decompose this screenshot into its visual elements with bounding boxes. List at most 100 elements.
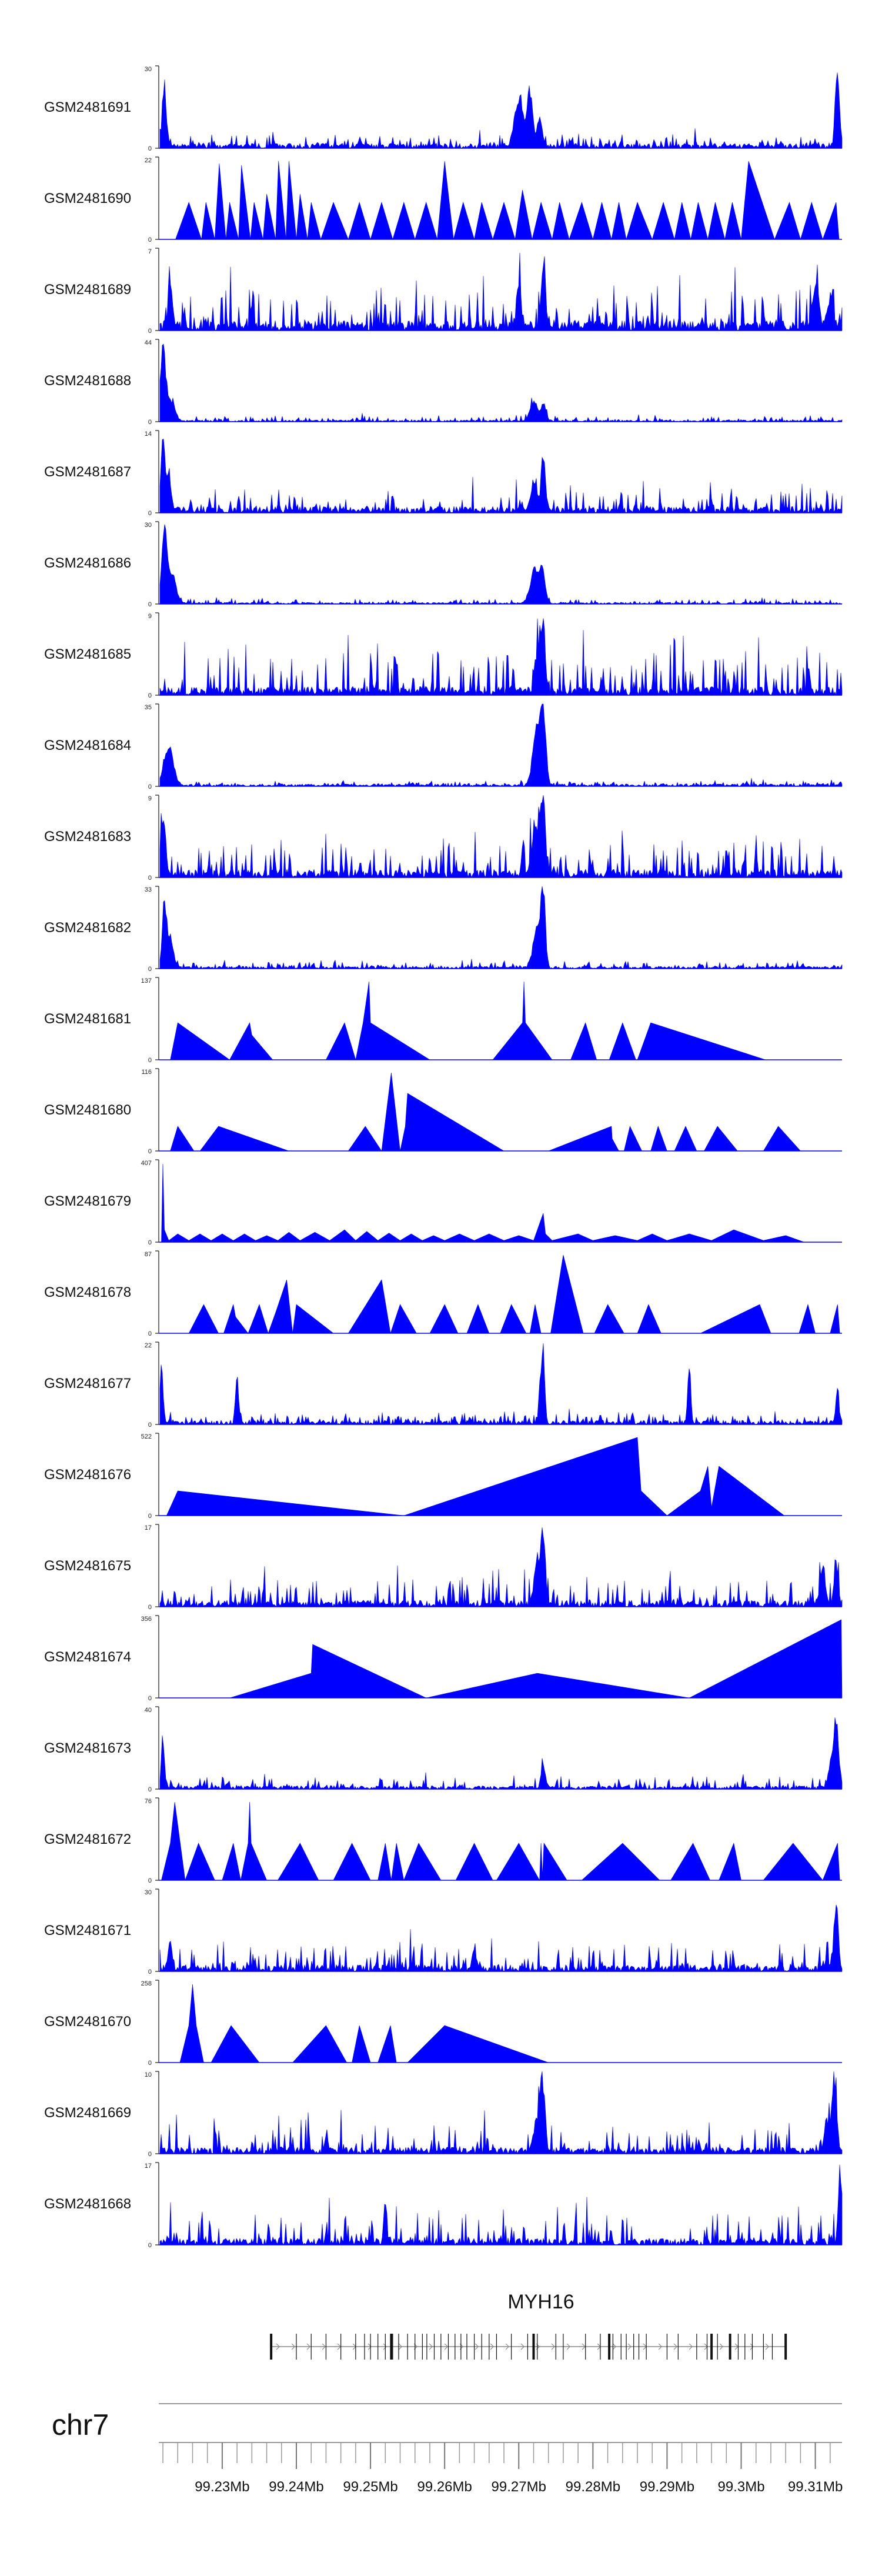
y-zero-label: 0 <box>148 783 152 790</box>
track-label: GSM2481684 <box>44 738 131 753</box>
track-label: GSM2481689 <box>44 282 131 298</box>
strand-arrow <box>765 2343 769 2350</box>
signal-area <box>159 1527 843 1608</box>
track-GSM2481680: GSM2481680 116 0 <box>44 1068 842 1155</box>
strand-arrow <box>291 2343 295 2350</box>
y-max-label: 76 <box>145 1798 152 1805</box>
track-GSM2481681: GSM2481681 137 0 <box>44 977 842 1064</box>
track-label: GSM2481676 <box>44 1467 131 1483</box>
track-label: GSM2481691 <box>44 99 131 115</box>
y-max-label: 33 <box>145 886 152 893</box>
track-GSM2481683: GSM2481683 9 0 <box>44 795 843 882</box>
signal-area <box>159 1904 843 1972</box>
axis-tick-label: 99.24Mb <box>269 2479 323 2495</box>
signal-area <box>159 524 843 605</box>
axis-tick-label: 99.27Mb <box>492 2479 546 2495</box>
signal-area <box>159 703 843 787</box>
track-GSM2481689: GSM2481689 7 0 <box>44 248 843 335</box>
y-zero-label: 0 <box>148 236 152 243</box>
track-label: GSM2481672 <box>44 1831 131 1847</box>
y-zero-label: 0 <box>148 1968 152 1976</box>
track-label: GSM2481671 <box>44 1923 131 1938</box>
track-label: GSM2481673 <box>44 1740 131 1756</box>
y-zero-label: 0 <box>148 328 152 335</box>
track-GSM2481673: GSM2481673 40 0 <box>44 1706 843 1793</box>
exon-block <box>710 2334 713 2360</box>
y-zero-label: 0 <box>148 1695 152 1702</box>
y-max-label: 7 <box>148 248 152 255</box>
strand-arrow <box>704 2343 708 2350</box>
signal-area <box>161 1163 804 1243</box>
chromosome-label: chr7 <box>52 2408 109 2441</box>
signal-area <box>188 1254 840 1334</box>
axis-tick-label: 99.31Mb <box>788 2479 843 2495</box>
y-max-label: 87 <box>145 1251 152 1258</box>
strand-arrow <box>612 2343 616 2350</box>
track-GSM2481675: GSM2481675 17 0 <box>44 1524 843 1611</box>
exon-block <box>390 2334 393 2360</box>
y-zero-label: 0 <box>148 1330 152 1337</box>
genome-axis-track: chr7 99.23Mb 99.24Mb 99.25Mb 99.26Mb 99.27Mb… <box>52 2403 843 2495</box>
track-GSM2481682: GSM2481682 33 0 <box>44 886 843 973</box>
strand-arrow <box>444 2343 448 2350</box>
y-zero-label: 0 <box>148 1877 152 1884</box>
y-zero-label: 0 <box>148 419 152 426</box>
signal-area <box>170 981 766 1060</box>
y-zero-label: 0 <box>148 2151 152 2158</box>
exon-block <box>270 2334 273 2360</box>
axis-tick-label: 99.25Mb <box>343 2479 397 2495</box>
y-zero-label: 0 <box>148 2060 152 2067</box>
strand-arrow <box>520 2343 524 2350</box>
strand-arrow <box>429 2343 433 2350</box>
track-GSM2481691: GSM2481691 30 0 <box>44 65 843 152</box>
strand-arrow <box>673 2343 677 2350</box>
track-label: GSM2481678 <box>44 1284 131 1300</box>
signal-area <box>166 1437 785 1516</box>
y-max-label: 30 <box>145 1889 152 1896</box>
signal-area <box>159 1717 843 1790</box>
track-label: GSM2481681 <box>44 1011 131 1027</box>
strand-arrow <box>658 2343 662 2350</box>
track-label: GSM2481674 <box>44 1649 131 1665</box>
track-GSM2481669: GSM2481669 10 0 <box>44 2071 843 2158</box>
track-label: GSM2481683 <box>44 829 131 845</box>
track-GSM2481684: GSM2481684 35 0 <box>44 703 843 790</box>
y-zero-label: 0 <box>148 692 152 699</box>
axis-tick-label: 99.28Mb <box>566 2479 620 2495</box>
track-GSM2481685: GSM2481685 9 0 <box>44 612 843 699</box>
signal-area <box>159 252 843 332</box>
strand-arrow <box>582 2343 586 2350</box>
signal-area <box>179 1984 549 2063</box>
y-max-label: 116 <box>141 1069 152 1076</box>
track-GSM2481668: GSM2481668 17 0 <box>44 2162 843 2249</box>
y-max-label: 258 <box>141 1980 152 1987</box>
track-GSM2481690: GSM2481690 22 0 <box>44 156 842 243</box>
y-zero-label: 0 <box>148 1422 152 1429</box>
track-label: GSM2481680 <box>44 1102 131 1118</box>
y-max-label: 522 <box>141 1433 152 1440</box>
signal-area <box>229 1619 843 1699</box>
y-zero-label: 0 <box>148 601 152 608</box>
y-zero-label: 0 <box>148 1786 152 1793</box>
track-label: GSM2481690 <box>44 191 131 206</box>
track-GSM2481674: GSM2481674 356 0 <box>44 1615 843 1702</box>
axis-tick-label: 99.3Mb <box>717 2479 764 2495</box>
signal-area <box>170 1072 801 1152</box>
track-GSM2481679: GSM2481679 407 0 <box>44 1159 842 1246</box>
y-max-label: 10 <box>145 2071 152 2078</box>
track-label: GSM2481686 <box>44 555 131 571</box>
signal-area <box>159 439 843 513</box>
y-zero-label: 0 <box>148 1604 152 1611</box>
strand-arrow <box>719 2343 723 2350</box>
y-max-label: 9 <box>148 613 152 620</box>
y-zero-label: 0 <box>148 1057 152 1064</box>
strand-arrow <box>383 2343 387 2350</box>
signal-area <box>175 161 840 241</box>
track-label: GSM2481668 <box>44 2196 131 2212</box>
strand-arrow <box>368 2343 372 2350</box>
track-label: GSM2481687 <box>44 464 131 480</box>
strand-arrow <box>566 2343 570 2350</box>
y-max-label: 14 <box>145 431 152 438</box>
y-zero-label: 0 <box>148 145 152 152</box>
